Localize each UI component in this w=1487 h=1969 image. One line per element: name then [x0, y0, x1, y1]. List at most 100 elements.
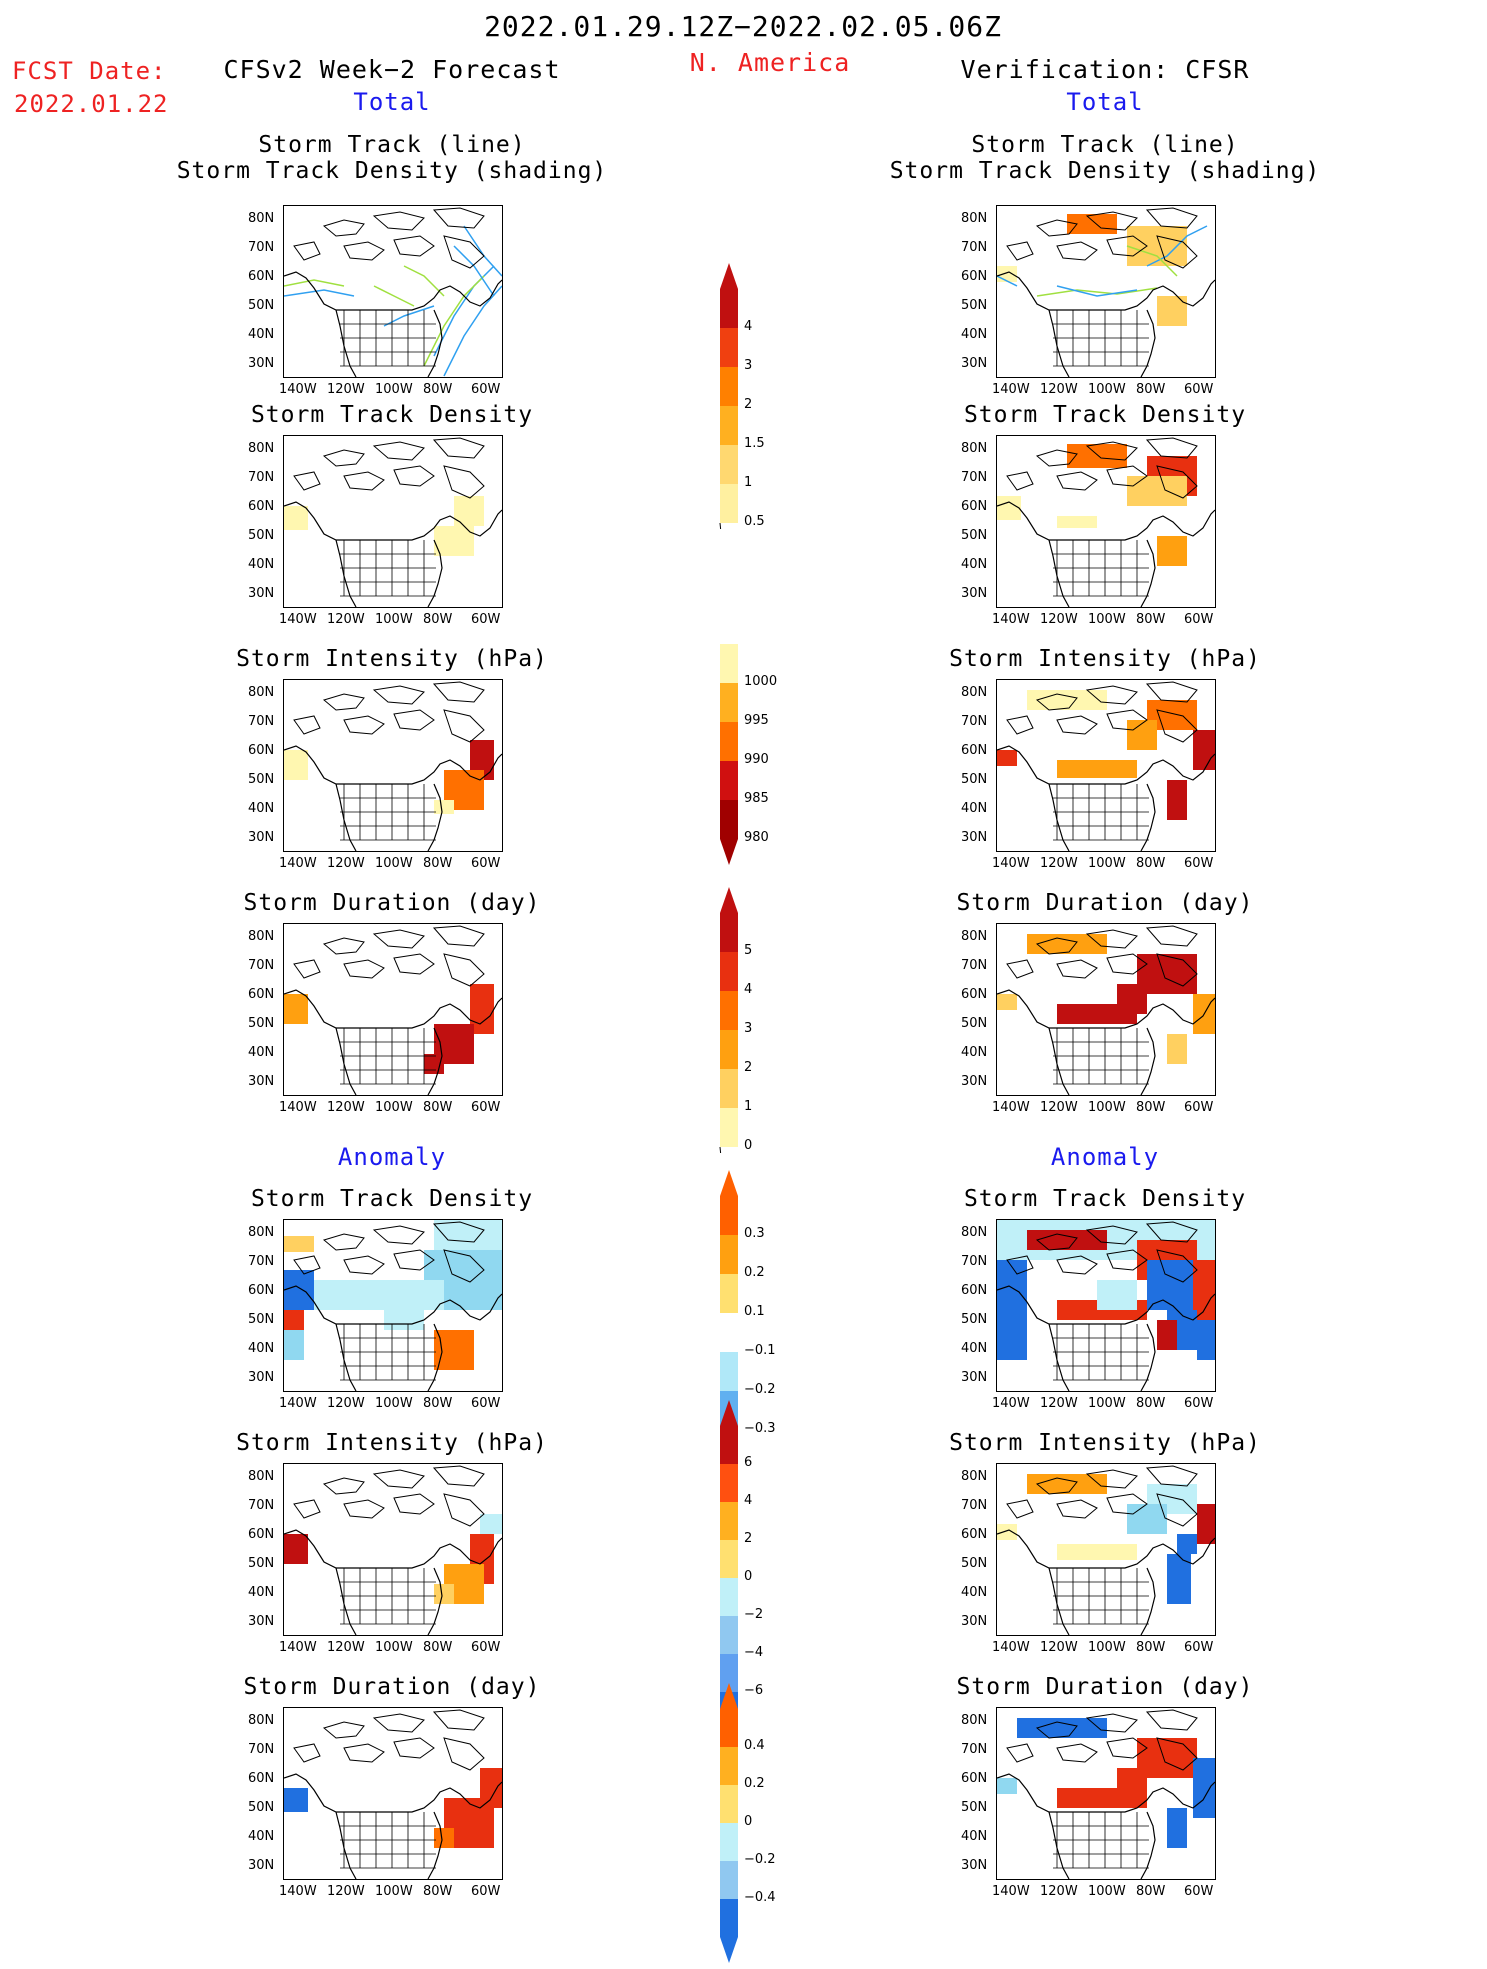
shading-cell: [1157, 1320, 1177, 1350]
coastline: [432, 1221, 485, 1243]
map-panel-duration-right: [996, 923, 1216, 1096]
colorbar-swatch: [720, 289, 738, 328]
coastline: [1106, 1493, 1148, 1515]
coastline: [1156, 1249, 1198, 1283]
shading-cell: [1097, 1280, 1137, 1310]
lon-tick-label: 60W: [1184, 1396, 1214, 1411]
title-track-shading-right: Storm Track Density (shading): [889, 158, 1321, 184]
coastline: [393, 465, 435, 487]
lat-tick-label: 30N: [961, 586, 988, 601]
colorbar-swatch: [720, 1785, 738, 1823]
colorbar-label: 0.4: [744, 1738, 765, 1753]
coastline: [322, 1721, 365, 1739]
colorbar-swatch: [720, 328, 738, 367]
title-intensity-anom-left: Storm Intensity (hPa): [236, 1430, 548, 1456]
lon-tick-label: 120W: [327, 612, 365, 627]
coastline: [284, 745, 502, 851]
lat-tick-label: 40N: [248, 1585, 275, 1600]
shading-cell: [997, 266, 1017, 282]
lon-tick-label: 60W: [1184, 612, 1214, 627]
lon-tick-label: 140W: [992, 1100, 1030, 1115]
lat-tick-label: 30N: [961, 1074, 988, 1089]
colorbar-swatch: [720, 913, 738, 952]
map-panel-intensity-anom-right: [996, 1463, 1216, 1636]
lon-tick-label: 60W: [471, 1640, 501, 1655]
shading-cell: [434, 1828, 454, 1848]
colorbar-swatch: [720, 1540, 738, 1578]
lat-tick-label: 70N: [961, 714, 988, 729]
coastline: [372, 1225, 425, 1245]
colorbar-swatch: [720, 1861, 738, 1899]
lon-tick-label: 100W: [1088, 612, 1126, 627]
map-canvas: [284, 1709, 502, 1879]
coastline: [1106, 953, 1148, 975]
coastline: [432, 207, 485, 229]
shading-cell: [1057, 516, 1097, 528]
colorbar-label: 2: [744, 1531, 753, 1546]
shading-cell: [480, 1514, 502, 1534]
colorbar-arrow-top: [720, 1683, 738, 1709]
state-borders: [1053, 310, 1149, 367]
fcst-date-value: 2022.01.22: [14, 90, 169, 118]
lon-tick-label: 100W: [375, 1884, 413, 1899]
lat-tick-label: 40N: [961, 1341, 988, 1356]
coastline: [1106, 235, 1148, 257]
map-panel-duration-anom-left: [283, 1707, 503, 1880]
storm-track-line: [284, 279, 345, 287]
map-canvas: [997, 1220, 1215, 1391]
shading-cell: [1117, 984, 1147, 1014]
coastline: [443, 953, 485, 987]
storm-track-line: [433, 265, 495, 357]
shading-cell: [997, 1778, 1017, 1794]
coastline: [322, 1233, 365, 1251]
colorbar-swatch: [720, 1030, 738, 1069]
colorbar-swatch: [720, 1196, 738, 1235]
shading-cell: [1117, 1768, 1147, 1798]
lon-tick-label: 140W: [279, 1396, 317, 1411]
colorbar-swatch: [720, 1352, 738, 1391]
lon-tick-label: 60W: [471, 612, 501, 627]
storm-track-line: [1056, 285, 1138, 297]
colorbar-swatch: [720, 1616, 738, 1654]
shading-cell: [1157, 296, 1187, 326]
lat-tick-label: 40N: [961, 1045, 988, 1060]
colorbar-label: 5: [744, 943, 753, 958]
shading-cell: [1057, 1544, 1137, 1560]
shading-cell: [1147, 1260, 1197, 1310]
colorbar-label: 0: [744, 1814, 753, 1829]
lon-tick-label: 60W: [471, 1396, 501, 1411]
colorbar-label: −0.3: [744, 1421, 776, 1436]
storm-track-line: [403, 265, 445, 297]
colorbar-label: 990: [744, 752, 769, 767]
coastline: [284, 271, 502, 377]
shading-cell: [1027, 690, 1107, 710]
shading-cell: [284, 1310, 304, 1330]
colorbar-arrow-bottom: [720, 839, 738, 865]
coastline: [284, 1773, 502, 1879]
shading-cell: [284, 994, 308, 1024]
colorbar-label: 4: [744, 982, 753, 997]
lat-tick-label: 40N: [961, 1829, 988, 1844]
lon-tick-label: 60W: [1184, 382, 1214, 397]
coastline: [322, 937, 365, 955]
title-track-line-right: Storm Track (line): [971, 132, 1239, 158]
lat-tick-label: 30N: [248, 586, 275, 601]
lat-tick-label: 60N: [961, 987, 988, 1002]
coastline: [393, 1737, 435, 1759]
shading-cell: [1167, 1808, 1187, 1848]
colorbar-label: −2: [744, 1607, 764, 1622]
coastline: [1156, 235, 1198, 269]
state-borders: [340, 1028, 436, 1085]
state-borders: [1053, 540, 1149, 597]
coastline: [372, 929, 425, 949]
coastline: [372, 1713, 425, 1733]
colorbar-label: 980: [744, 830, 769, 845]
lat-tick-label: 80N: [961, 441, 988, 456]
lon-tick-label: 80W: [423, 1884, 453, 1899]
lat-tick-label: 70N: [248, 240, 275, 255]
coastline: [997, 745, 1215, 851]
coastline: [1145, 207, 1198, 229]
shading-cell: [1197, 1504, 1215, 1544]
lat-tick-label: 80N: [961, 685, 988, 700]
lat-tick-label: 70N: [248, 1254, 275, 1269]
